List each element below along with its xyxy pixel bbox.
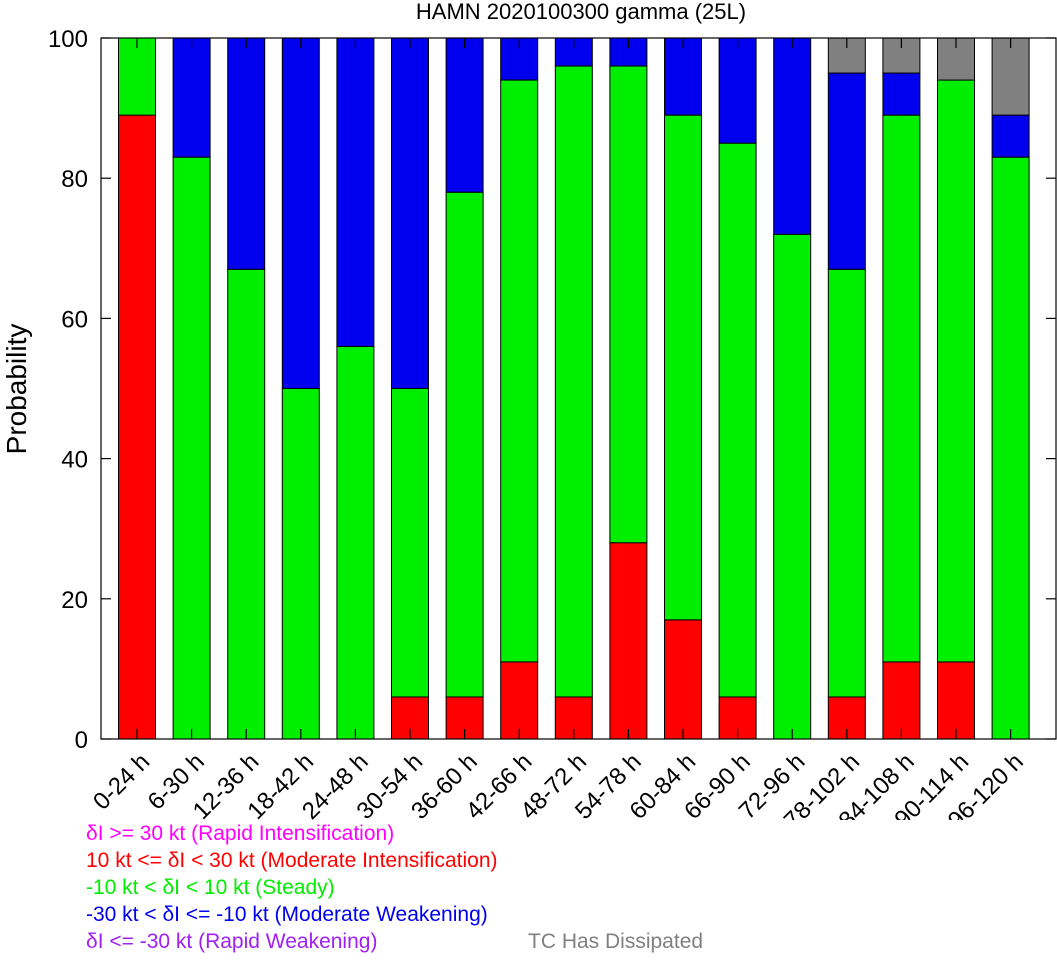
bar-6-30h-series-1 [172,156,211,740]
bar-84-108h-series-0 [882,661,921,740]
y-axis-label: Probability [1,324,32,455]
bar-78-102h-series-1 [827,268,866,698]
y-tick-label-40: 40 [61,447,88,474]
bar-30-54h-series-2 [391,37,429,389]
legend-dissipated: TC Has Dissipated [528,930,704,953]
bar-96-120h-series-1 [991,156,1030,740]
bar-48-72h-series-1 [554,65,593,698]
bar-84-108h-series-1 [882,114,921,663]
chart: HAMN 2020100300 gamma (25L) Probability … [1,0,1057,820]
legend: δI >= 30 kt (Rapid Intensification) 10 k… [86,820,703,955]
bar-66-90h-series-1 [718,142,757,698]
bar-54-78h-series-0 [609,542,648,740]
bar-72-96h-series-2 [773,37,812,235]
bar-42-66h-series-0 [500,661,539,740]
bar-90-114h-series-1 [937,79,975,663]
bar-48-72h-series-2 [554,37,593,67]
x-tick-label-0-24h: 0-24 h [88,748,155,815]
legend-rapid-weakening: δI <= -30 kt (Rapid Weakening) [86,930,378,953]
bars-group [118,37,1030,740]
bar-6-30h-series-2 [172,37,211,158]
legend-moderate-weakening: -30 kt < δI <= -10 kt (Moderate Weakenin… [86,903,488,926]
legend-moderate-intensification: 10 kt <= δI < 30 kt (Moderate Intensific… [86,849,498,872]
bar-96-120h-series-3 [991,37,1030,116]
bar-18-42h-series-1 [281,388,320,740]
bar-72-96h-series-1 [773,233,812,740]
bar-78-102h-series-2 [827,72,866,270]
bar-60-84h-series-2 [664,37,702,116]
bar-36-60h-series-2 [445,37,484,193]
bar-12-36h-series-2 [227,37,266,270]
chart-title: HAMN 2020100300 gamma (25L) [416,0,746,24]
bar-36-60h-series-1 [445,191,484,698]
bar-24-48h-series-2 [336,37,375,347]
y-tick-label-0: 0 [75,727,88,754]
y-ticks-group: 0 20 40 60 80 100 [48,26,1056,754]
bar-30-54h-series-1 [391,388,429,698]
y-tick-label-20: 20 [61,587,88,614]
bar-12-36h-series-1 [227,268,266,740]
legend-steady: -10 kt < δI < 10 kt (Steady) [86,876,335,899]
bar-90-114h-series-0 [937,661,975,740]
y-tick-label-80: 80 [61,166,88,193]
bar-0-24h-series-0 [118,114,156,740]
bar-24-48h-series-1 [336,345,375,740]
legend-rapid-intensification: δI >= 30 kt (Rapid Intensification) [86,822,395,845]
plot-frame [100,37,1057,740]
bar-78-102h-series-3 [827,37,866,74]
y-tick-label-60: 60 [61,306,88,333]
bar-42-66h-series-1 [500,79,539,663]
bar-18-42h-series-2 [281,37,320,389]
bar-60-84h-series-1 [664,114,702,621]
bar-60-84h-series-0 [664,619,702,740]
bar-0-24h-series-1 [118,37,156,116]
bar-96-120h-series-2 [991,114,1030,158]
y-tick-label-100: 100 [48,26,88,53]
bar-66-90h-series-2 [718,37,757,144]
bar-84-108h-series-2 [882,72,921,116]
bar-54-78h-series-1 [609,65,648,544]
